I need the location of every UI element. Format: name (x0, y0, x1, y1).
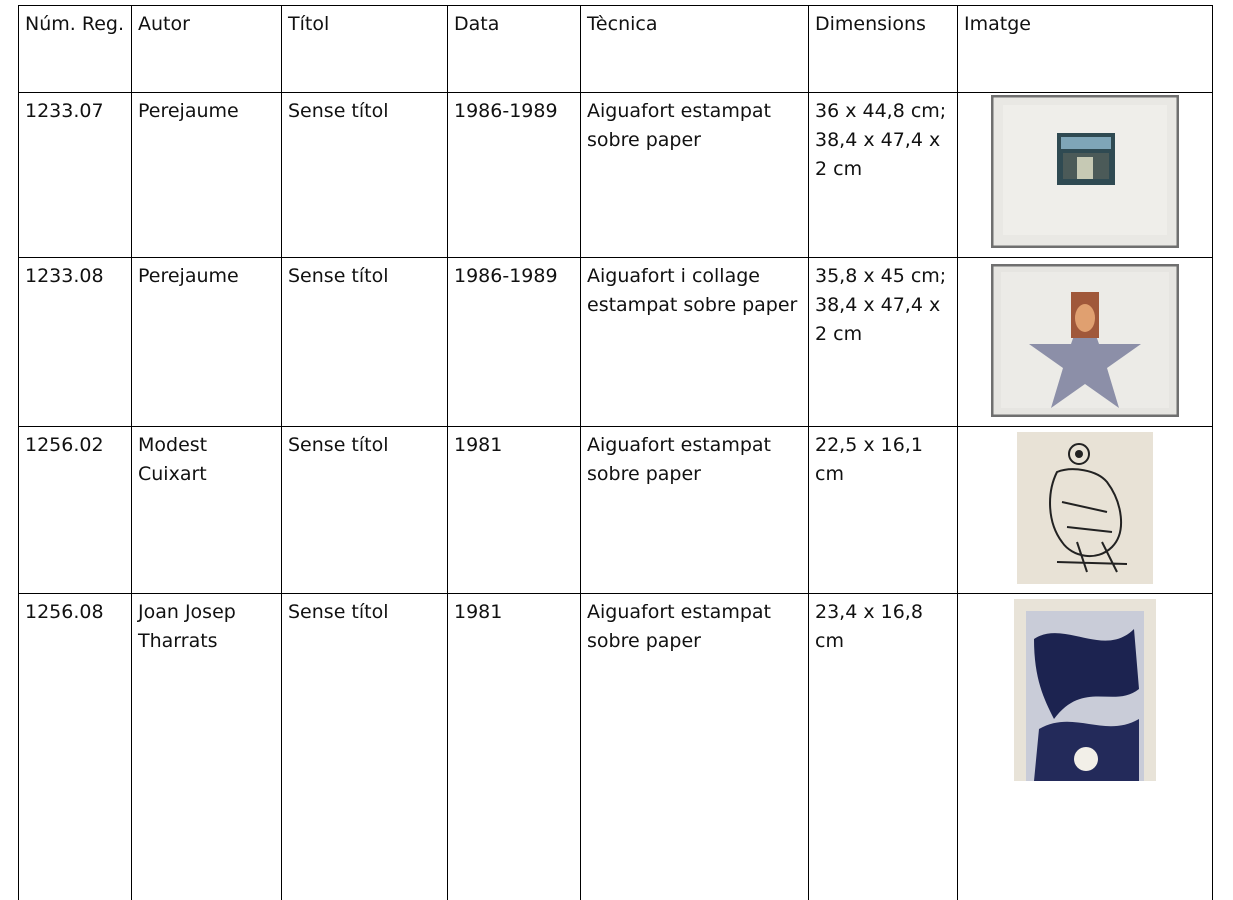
header-cell: Data (447, 5, 581, 93)
header-cell: Núm. Reg. (18, 5, 132, 93)
cell: 1981 (447, 593, 581, 900)
artwork-image (991, 264, 1179, 417)
cell: 1981 (447, 426, 581, 594)
header-cell: Autor (131, 5, 282, 93)
cell: Sense títol (281, 426, 448, 594)
header-row: Núm. Reg. Autor Títol Data Tècnica Dimen… (18, 5, 1213, 93)
cell: Perejaume (131, 257, 282, 427)
header-cell: Dimensions (808, 5, 958, 93)
image-cell (957, 426, 1213, 594)
cell: 1986-1989 (447, 257, 581, 427)
cell: 1233.08 (18, 257, 132, 427)
header-cell: Imatge (957, 5, 1213, 93)
cell: 23,4 x 16,8 cm (808, 593, 958, 900)
cell: Modest Cuixart (131, 426, 282, 594)
cell: 36 x 44,8 cm; 38,4 x 47,4 x 2 cm (808, 92, 958, 258)
row: 1256.08 Joan Josep Tharrats Sense títol … (18, 593, 1213, 900)
row: 1233.08 Perejaume Sense títol 1986-1989 … (18, 257, 1213, 427)
cell: 1233.07 (18, 92, 132, 258)
cell: Sense títol (281, 593, 448, 900)
cell: 1256.02 (18, 426, 132, 594)
image-cell (957, 92, 1213, 258)
cell: Aiguafort estampat sobre paper (580, 426, 809, 594)
cell: Aiguafort estampat sobre paper (580, 92, 809, 258)
cell: Sense títol (281, 92, 448, 258)
cell: Sense títol (281, 257, 448, 427)
catalog-table: Núm. Reg. Autor Títol Data Tècnica Dimen… (18, 5, 1213, 900)
header-cell: Tècnica (580, 5, 809, 93)
image-cell (957, 257, 1213, 427)
artwork-image (991, 95, 1179, 248)
cell: Aiguafort estampat sobre paper (580, 593, 809, 900)
artwork-image (1014, 599, 1156, 781)
header-cell: Títol (281, 5, 448, 93)
artwork-image (1017, 432, 1153, 584)
cell: 35,8 x 45 cm; 38,4 x 47,4 x 2 cm (808, 257, 958, 427)
cell: Perejaume (131, 92, 282, 258)
cell: 1986-1989 (447, 92, 581, 258)
image-cell (957, 593, 1213, 900)
cell: Aiguafort i collage estampat sobre paper (580, 257, 809, 427)
cell: 1256.08 (18, 593, 132, 900)
cell: 22,5 x 16,1 cm (808, 426, 958, 594)
cell: Joan Josep Tharrats (131, 593, 282, 900)
row: 1233.07 Perejaume Sense títol 1986-1989 … (18, 92, 1213, 258)
row: 1256.02 Modest Cuixart Sense títol 1981 … (18, 426, 1213, 594)
